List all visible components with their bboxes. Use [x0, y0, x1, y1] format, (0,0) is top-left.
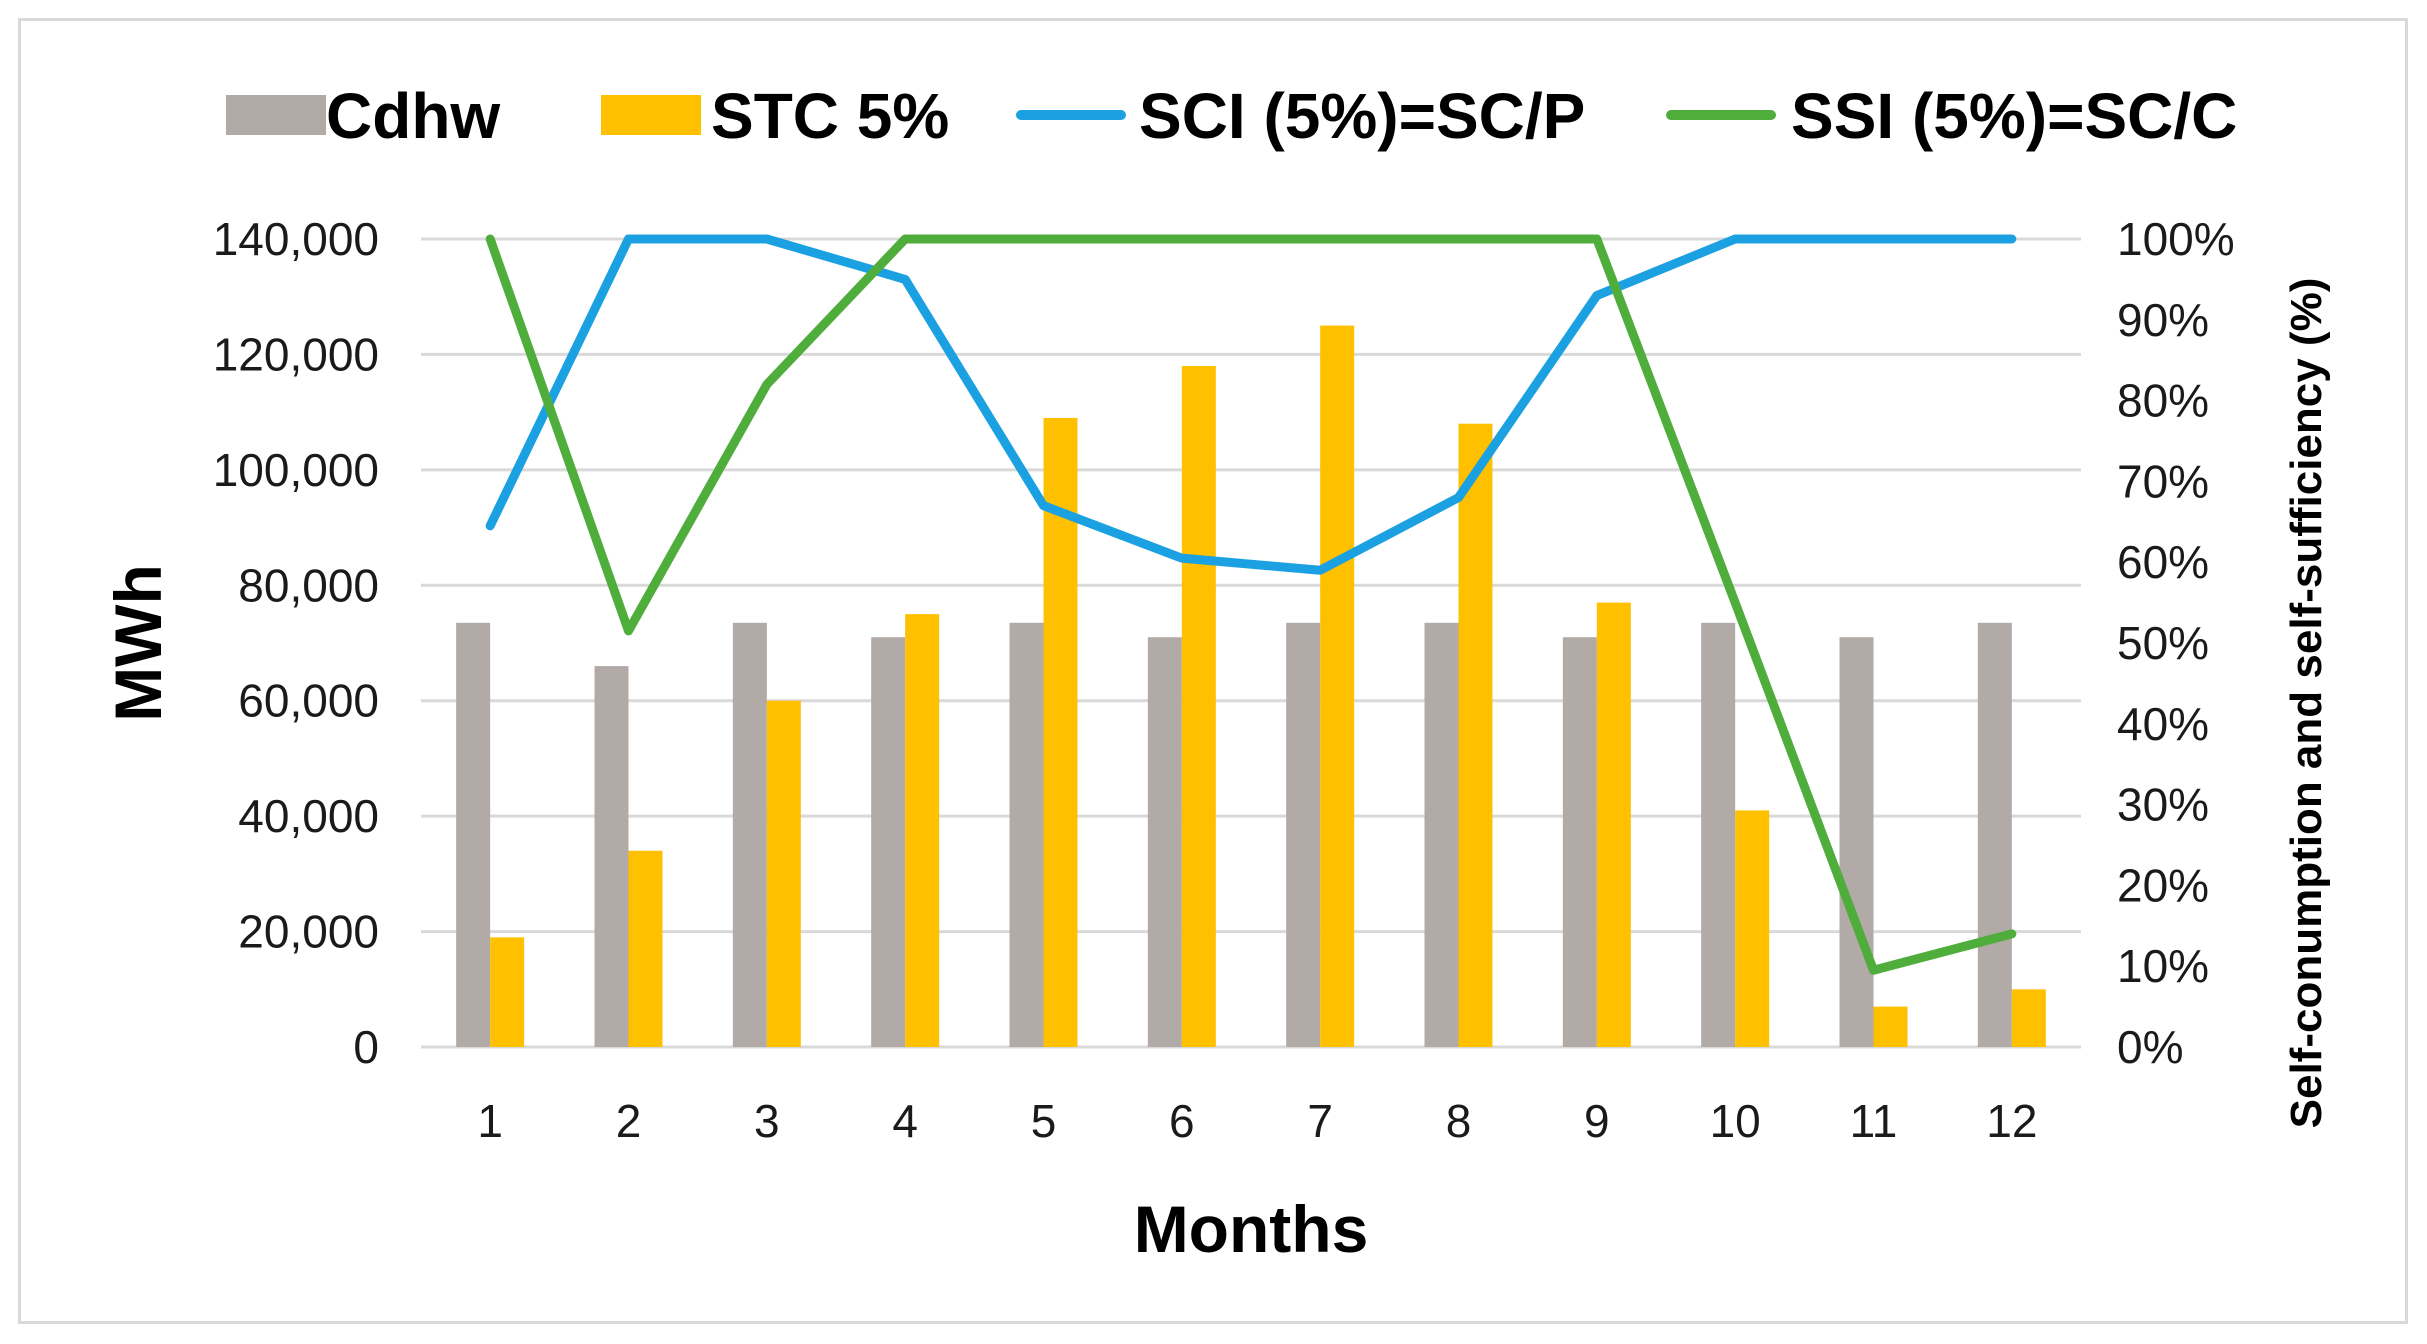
x-tick-label: 9 [1584, 1095, 1610, 1147]
legend-label: SCI (5%)=SC/P [1139, 80, 1585, 152]
legend-label: STC 5% [711, 80, 949, 152]
bar-stc-5- [1596, 602, 1631, 1047]
x-tick-label: 1 [477, 1095, 503, 1147]
bar-stc-5- [766, 700, 801, 1047]
bar-cdhw [1424, 622, 1459, 1047]
bar-cdhw [1701, 622, 1736, 1047]
y2-tick-label: 50% [2117, 617, 2209, 669]
y-tick-label: 60,000 [238, 675, 379, 727]
bar-cdhw [1977, 622, 2012, 1047]
x-tick-label: 8 [1446, 1095, 1472, 1147]
y-tick-label: 40,000 [238, 790, 379, 842]
bar-cdhw [1009, 622, 1044, 1047]
y2-tick-label: 10% [2117, 940, 2209, 992]
bar-stc-5- [1458, 423, 1493, 1048]
legend-swatch [601, 95, 701, 135]
bar-stc-5- [1181, 365, 1216, 1047]
bar-stc-5- [905, 614, 940, 1047]
bar-stc-5- [628, 850, 663, 1047]
y-axis-title: MWh [101, 564, 175, 722]
bar-stc-5- [1043, 417, 1078, 1047]
y2-tick-label: 0% [2117, 1021, 2183, 1073]
x-tick-label: 12 [1986, 1095, 2037, 1147]
bar-stc-5- [1735, 810, 1770, 1047]
bar-cdhw [732, 622, 767, 1047]
y2-tick-label: 80% [2117, 375, 2209, 427]
line-sci-5-sc-p [485, 234, 2017, 575]
chart-svg: 0 20,000 40,000 60,000 80,000 100,000 120,000 1… [101, 80, 2331, 1266]
axes: 0 20,000 40,000 60,000 80,000 100,000 120,000 1… [213, 213, 2235, 1147]
bar-stc-5- [1320, 325, 1355, 1048]
x-tick-label: 5 [1031, 1095, 1057, 1147]
y2-tick-label: 60% [2117, 536, 2209, 588]
y-tick-label: 20,000 [238, 906, 379, 958]
bar-stc-5- [490, 937, 525, 1047]
y-tick-label: 0 [353, 1021, 379, 1073]
line-ssi-5-sc-c [485, 234, 2017, 975]
x-tick-label: 2 [616, 1095, 642, 1147]
x-tick-label: 3 [754, 1095, 780, 1147]
legend-swatch [226, 95, 326, 135]
y-tick-label: 80,000 [238, 559, 379, 611]
legend-label: SSI (5%)=SC/C [1791, 80, 2237, 152]
y2-tick-label: 70% [2117, 455, 2209, 507]
y-tick-label: 120,000 [213, 328, 379, 380]
y2-axis-title: Self-conumption and self-sufficiency (%) [2282, 278, 2331, 1129]
lines [485, 234, 2017, 975]
bar-stc-5- [2011, 989, 2046, 1047]
legend-label: Cdhw [326, 80, 500, 152]
x-tick-label: 6 [1169, 1095, 1195, 1147]
bar-cdhw [594, 666, 629, 1047]
y-tick-label: 100,000 [213, 444, 379, 496]
x-axis-title: Months [1134, 1192, 1369, 1266]
x-tick-label: 4 [892, 1095, 918, 1147]
y2-tick-label: 20% [2117, 859, 2209, 911]
bar-cdhw [871, 637, 906, 1047]
bar-cdhw [1839, 637, 1874, 1047]
bar-cdhw [1286, 622, 1321, 1047]
y-tick-label: 140,000 [213, 213, 379, 265]
bar-cdhw [1562, 637, 1597, 1047]
chart-frame: 0 20,000 40,000 60,000 80,000 100,000 120,000 1… [18, 18, 2408, 1324]
bar-cdhw [456, 622, 491, 1047]
legend: Cdhw STC 5% SCI (5%)=SC/P SSI (5%)=SC/C [226, 80, 2237, 152]
y2-tick-label: 90% [2117, 294, 2209, 346]
x-tick-label: 10 [1710, 1095, 1761, 1147]
y2-tick-label: 30% [2117, 779, 2209, 831]
y2-tick-label: 100% [2117, 213, 2235, 265]
x-tick-label: 11 [1850, 1095, 1898, 1147]
bar-cdhw [1147, 637, 1182, 1047]
bars [456, 325, 2046, 1048]
bar-stc-5- [1873, 1006, 1908, 1047]
gridlines [421, 237, 2081, 1049]
y2-tick-label: 40% [2117, 698, 2209, 750]
x-tick-label: 7 [1307, 1095, 1333, 1147]
